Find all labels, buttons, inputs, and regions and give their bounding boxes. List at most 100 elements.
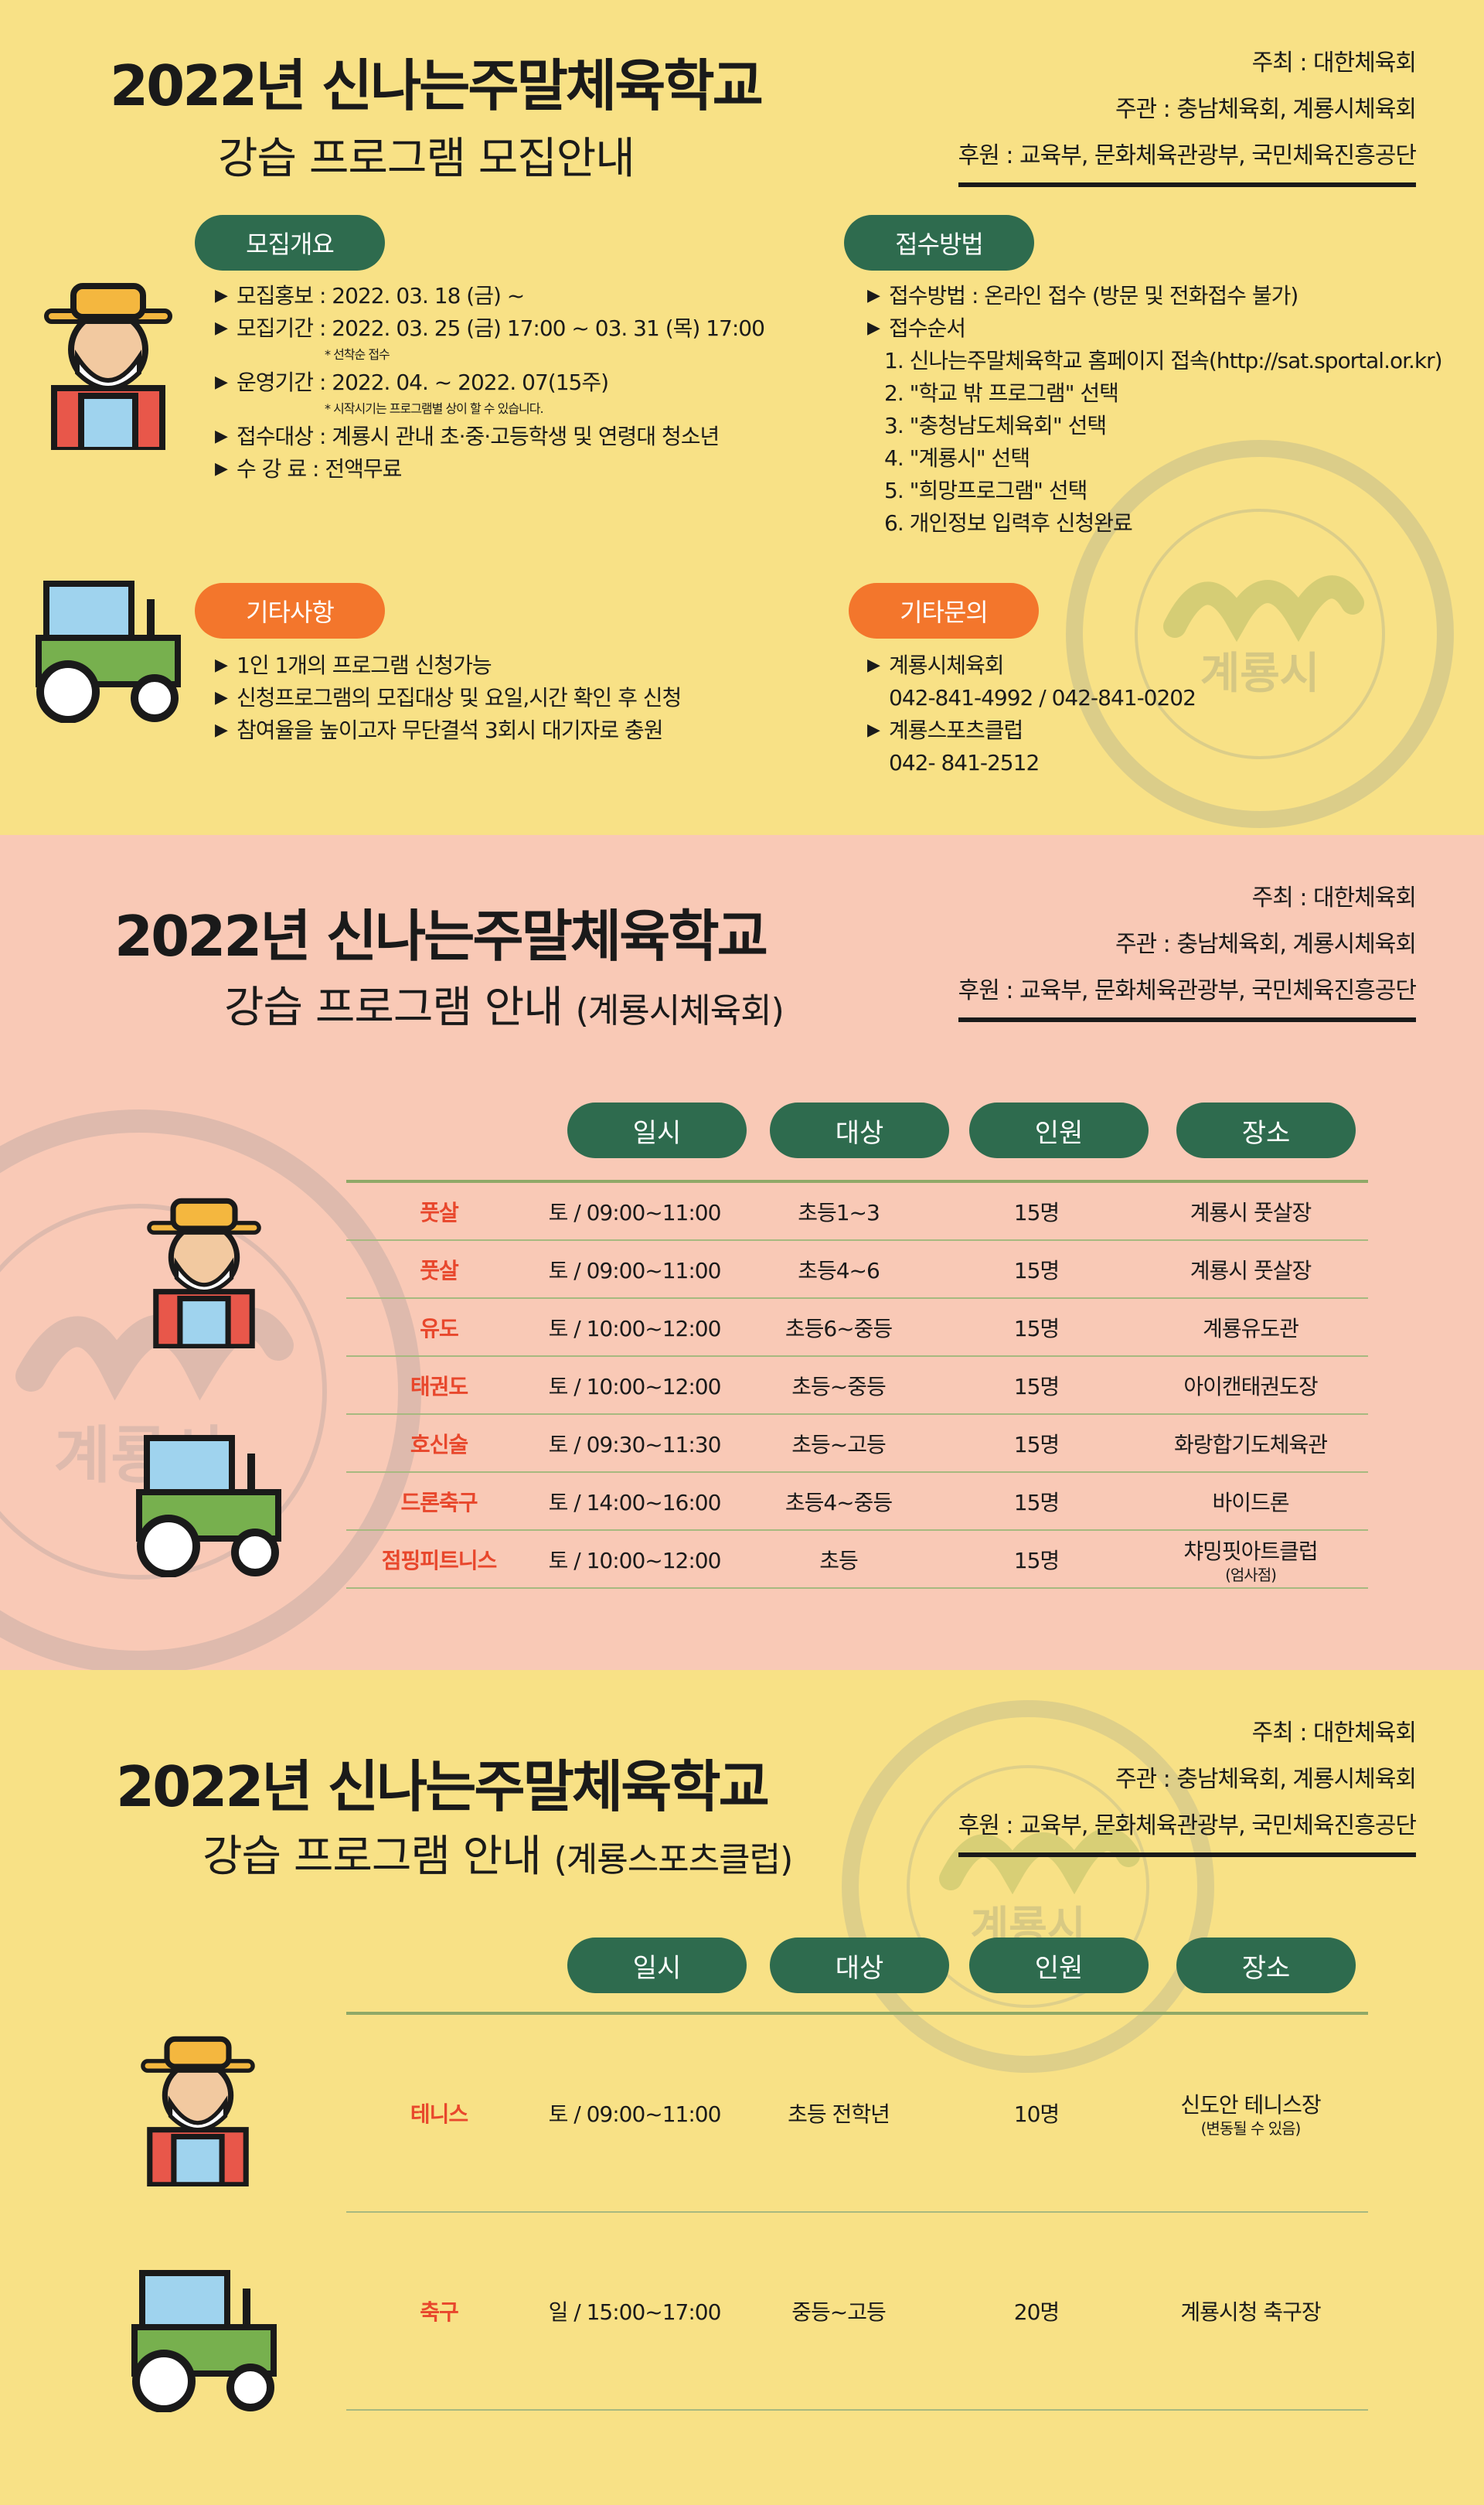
method-item: 접수방법 : 온라인 접수 (방문 및 전화접수 불가): [889, 283, 1298, 308]
etc-item: 1인 1개의 프로그램 신청가능: [237, 653, 492, 678]
program-target: 초등6~중등: [785, 1315, 893, 1341]
program-place: 계룡시 풋살장: [1190, 1257, 1312, 1283]
program-target: 초등~중등: [791, 1373, 887, 1399]
program-time: 토 / 10:00~12:00: [548, 1547, 722, 1573]
program-count: 15명: [1013, 1489, 1060, 1515]
program-time: 토 / 09:30~11:30: [548, 1431, 722, 1457]
program-count: 15명: [1013, 1547, 1060, 1573]
table-row: 풋살 토 / 09:00~11:00 초등4~6 15명 계룡시 풋살장: [346, 1241, 1368, 1299]
table-row: 드론축구 토 / 14:00~16:00 초등4~중등 15명 바이드론: [346, 1473, 1368, 1531]
organizer-text: 주관 : 충남체육회, 계룡시체육회: [1115, 1766, 1417, 1793]
program-place-note: (엄사점): [1225, 1565, 1277, 1584]
header-count: 인원: [969, 1938, 1149, 1993]
program-place: 계룡시 풋살장: [1190, 1199, 1312, 1225]
program-time: 토 / 10:00~12:00: [548, 1315, 722, 1341]
program-target: 초등1~3: [798, 1199, 880, 1225]
program-place-note: (변동될 수 있음): [1200, 2119, 1302, 2138]
tractor-icon: [36, 581, 181, 723]
program-name: 풋살: [420, 1257, 459, 1283]
header-count: 인원: [969, 1103, 1149, 1158]
inquiry-phone: 042-841-4992 / 042-841-0202: [889, 685, 1196, 711]
overview-note: * 시작시기는 프로그램별 상이 할 수 있습니다.: [325, 401, 544, 416]
host-text: 주최 : 대한체육회: [1251, 49, 1417, 77]
overview-item: 수 강 료 : 전액무료: [237, 456, 402, 482]
header-place: 장소: [1176, 1103, 1356, 1158]
sponsor-text: 후원 : 교육부, 문화체육관광부, 국민체육진흥공단: [958, 968, 1417, 1022]
etc-list: ▶ 1인 1개의 프로그램 신청가능 ▶ 신청프로그램의 모집대상 및 요일,시간 …: [215, 649, 682, 747]
program-time: 토 / 10:00~12:00: [548, 1373, 722, 1399]
overview-item: 접수대상 : 계룡시 관내 초·중·고등학생 및 연령대 청소년: [237, 424, 720, 449]
page-subtitle: 강습 프로그램 안내 (계룡스포츠클럽): [203, 1822, 794, 1884]
etc-item: 참여율을 높이고자 무단결석 3회시 대기자로 충원: [237, 717, 664, 743]
page-subtitle: 강습 프로그램 모집안내: [218, 134, 635, 184]
header-time: 일시: [567, 1938, 747, 1993]
council-emblem-watermark: 계룡시: [1066, 440, 1454, 828]
subtitle-paren: (계룡시체육회): [575, 991, 785, 1031]
page-subtitle: 강습 프로그램 안내 (계룡시체육회): [224, 973, 785, 1035]
council-emblem-watermark: 계룡시: [842, 1700, 1214, 2073]
program-time: 토 / 09:00~11:00: [548, 1257, 722, 1283]
header-target: 대상: [770, 1938, 949, 1993]
method-item: 접수순서: [889, 315, 966, 341]
table-row: 점핑피트니스 토 / 10:00~12:00 초등 15명 챠밍핏아트클럽 (엄사…: [346, 1531, 1368, 1589]
method-list: ▶ 접수방법 : 온라인 접수 (방문 및 전화접수 불가) ▶ 접수순서 1. 신…: [867, 280, 1443, 540]
page-title: 2022년 신나는주말체육학교: [110, 53, 764, 118]
program-table: 풋살 토 / 09:00~11:00 초등1~3 15명 계룡시 풋살장 풋살 …: [346, 1180, 1368, 1589]
program-table: 테니스 토 / 09:00~11:00 초등 전학년 10명 신도안 테니스장(…: [346, 2012, 1368, 2411]
method-step: 2. "학교 밖 프로그램" 선택: [884, 380, 1119, 406]
program-name: 태권도: [410, 1373, 468, 1399]
program-name: 풋살: [420, 1199, 459, 1225]
overview-list: ▶ 모집홍보 : 2022. 03. 18 (금) ~ ▶ 모집기간 : 2022.…: [215, 280, 765, 486]
organizer-text: 주관 : 충남체육회, 계룡시체육회: [1115, 96, 1417, 123]
program-target: 초등~고등: [791, 1431, 887, 1457]
organizers: 주최 : 대한체육회 주관 : 충남체육회, 계룡시체육회 후원 : 교육부, …: [958, 1710, 1417, 1857]
inquiry-pill: 기타문의: [849, 583, 1039, 639]
program-target: 초등4~중등: [785, 1489, 893, 1515]
inquiry-org: 계룡스포츠클럽: [889, 717, 1023, 743]
overview-note: * 선착순 접수: [325, 347, 390, 362]
program-count: 20명: [1013, 2299, 1060, 2325]
table-row: 유도 토 / 10:00~12:00 초등6~중등 15명 계룡유도관: [346, 1299, 1368, 1357]
page-title: 2022년 신나는주말체육학교: [116, 1754, 770, 1819]
program-place: 아이캔태권도장: [1183, 1373, 1318, 1399]
program-count: 15명: [1013, 1257, 1060, 1283]
table-row: 테니스 토 / 09:00~11:00 초등 전학년 10명 신도안 테니스장(…: [346, 2015, 1368, 2213]
subtitle-paren: (계룡스포츠클럽): [553, 1840, 794, 1880]
header-time: 일시: [567, 1103, 747, 1158]
tractor-icon: [131, 2270, 277, 2412]
overview-item: 운영기간 : 2022. 04. ~ 2022. 07(15주): [237, 370, 609, 395]
program-count: 10명: [1013, 2101, 1060, 2127]
tractor-icon: [136, 1435, 281, 1577]
method-pill: 접수방법: [844, 215, 1034, 271]
program-name: 점핑피트니스: [381, 1547, 498, 1573]
organizers: 주최 : 대한체육회 주관 : 충남체육회, 계룡시체육회 후원 : 교육부, …: [958, 875, 1417, 1022]
program-place: 신도안 테니스장 (변동될 수 있음): [1133, 2088, 1368, 2138]
method-step: 4. "계룡시" 선택: [884, 445, 1030, 471]
host-text: 주최 : 대한체육회: [1251, 884, 1417, 912]
etc-item: 신청프로그램의 모집대상 및 요일,시간 확인 후 신청: [237, 685, 682, 711]
program-name: 호신술: [410, 1431, 468, 1457]
organizers: 주최 : 대한체육회 주관 : 충남체육회, 계룡시체육회 후원 : 교육부, …: [958, 40, 1417, 187]
overview-item: 모집홍보 : 2022. 03. 18 (금) ~: [237, 283, 525, 308]
program-target: 초등4~6: [798, 1257, 880, 1283]
header-place: 장소: [1176, 1938, 1356, 1993]
sports-club-program-section: 계룡시 2022년 신나는주말체육학교 강습 프로그램 안내 (계룡스포츠클럽)…: [0, 1670, 1484, 2505]
sponsor-text: 후원 : 교육부, 문화체육관광부, 국민체육진흥공단: [958, 1803, 1417, 1857]
program-time: 일 / 15:00~17:00: [548, 2299, 722, 2325]
method-step: 6. 개인정보 입력후 신청완료: [884, 510, 1133, 536]
program-time: 토 / 14:00~16:00: [548, 1489, 722, 1515]
sponsor-text: 후원 : 교육부, 문화체육관광부, 국민체육진흥공단: [958, 133, 1417, 187]
table-row: 풋살 토 / 09:00~11:00 초등1~3 15명 계룡시 풋살장: [346, 1183, 1368, 1241]
organizer-text: 주관 : 충남체육회, 계룡시체육회: [1115, 931, 1417, 958]
farmer-icon: [147, 1198, 261, 1348]
farmer-icon: [141, 2036, 255, 2186]
etc-pill: 기타사항: [195, 583, 385, 639]
program-place: 바이드론: [1212, 1489, 1289, 1515]
recruitment-section: 계룡시 2022년 신나는주말체육학교 강습 프로그램 모집안내 주최 : 대한…: [0, 0, 1484, 835]
program-name: 유도: [420, 1315, 459, 1341]
method-step: 5. "희망프로그램" 선택: [884, 478, 1087, 503]
program-name: 드론축구: [400, 1489, 478, 1515]
overview-item: 모집기간 : 2022. 03. 25 (금) 17:00 ~ 03. 31 (…: [237, 315, 765, 341]
table-row: 축구 일 / 15:00~17:00 중등~고등 20명 계룡시청 축구장: [346, 2213, 1368, 2411]
farmer-icon: [44, 283, 172, 450]
